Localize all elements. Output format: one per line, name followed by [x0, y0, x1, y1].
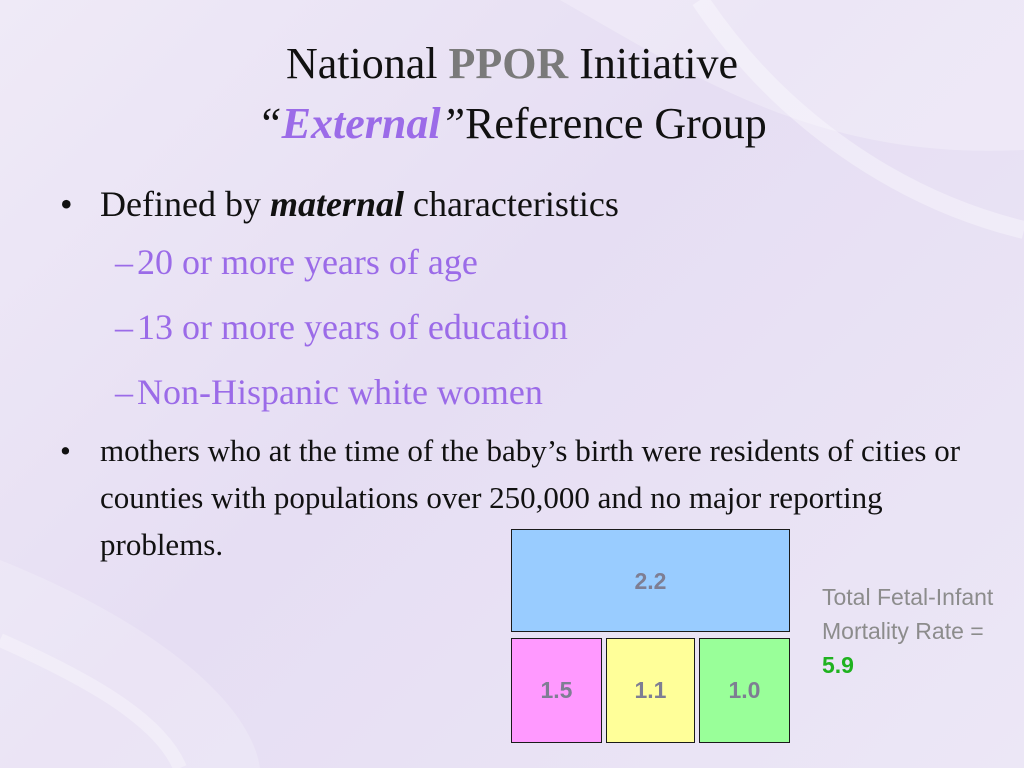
dash-icon: –: [115, 242, 133, 282]
title-close-quote: ”: [440, 99, 466, 148]
sub-bullet-race-text: Non-Hispanic white women: [137, 372, 543, 412]
bullet-dot-icon: •: [60, 433, 71, 468]
bullet-mothers: • mothers who at the time of the baby’s b…: [60, 427, 1010, 568]
rate-box-pink-value: 1.5: [540, 677, 573, 703]
rate-box-top: 2.2: [511, 529, 790, 632]
rate-box-yellow-value: 1.1: [634, 677, 667, 703]
rate-box-green-value: 1.0: [728, 677, 761, 703]
title-open-quote: “: [257, 99, 282, 148]
rate-box-top-value: 2.2: [634, 568, 667, 594]
title-initiative: Initiative: [568, 39, 739, 88]
bullet-1-text-post: characteristics: [403, 184, 619, 224]
title-line-2: “External”Reference Group: [0, 94, 1024, 154]
slide-title: National PPOR Initiative “External”Refer…: [0, 34, 1024, 154]
sub-bullet-education: –13 or more years of education: [60, 295, 1010, 360]
title-external: External: [281, 99, 441, 148]
dash-icon: –: [115, 372, 133, 412]
total-rate-label: Total Fetal-Infant Mortality Rate = 5.9: [822, 580, 1012, 682]
bullet-defined-by: • Defined by maternal characteristics: [60, 178, 1010, 230]
total-rate-text: Total Fetal-Infant Mortality Rate =: [822, 584, 994, 644]
total-rate-value: 5.9: [822, 652, 854, 678]
rate-box-green: 1.0: [699, 638, 790, 743]
bullet-dot-icon: •: [60, 184, 73, 224]
sub-bullet-age-text: 20 or more years of age: [137, 242, 478, 282]
bullet-1-text-pre: Defined by: [100, 184, 270, 224]
bullet-2-text: mothers who at the time of the baby’s bi…: [100, 433, 961, 562]
sub-bullet-race: – Non-Hispanic white women: [60, 360, 1010, 425]
rate-box-yellow: 1.1: [606, 638, 695, 743]
bullet-list: • Defined by maternal characteristics –20…: [60, 178, 1010, 568]
title-ppor: PPOR: [448, 39, 569, 88]
title-line-1: National PPOR Initiative: [0, 34, 1024, 94]
title-national: National: [285, 39, 449, 88]
dash-icon: –: [115, 307, 133, 347]
sub-bullet-age: –20 or more years of age: [60, 230, 1010, 295]
title-reference-group: Reference Group: [465, 99, 767, 148]
rate-box-pink: 1.5: [511, 638, 602, 743]
bullet-1-maternal: maternal: [269, 184, 404, 224]
sub-bullet-education-text: 13 or more years of education: [137, 307, 568, 347]
